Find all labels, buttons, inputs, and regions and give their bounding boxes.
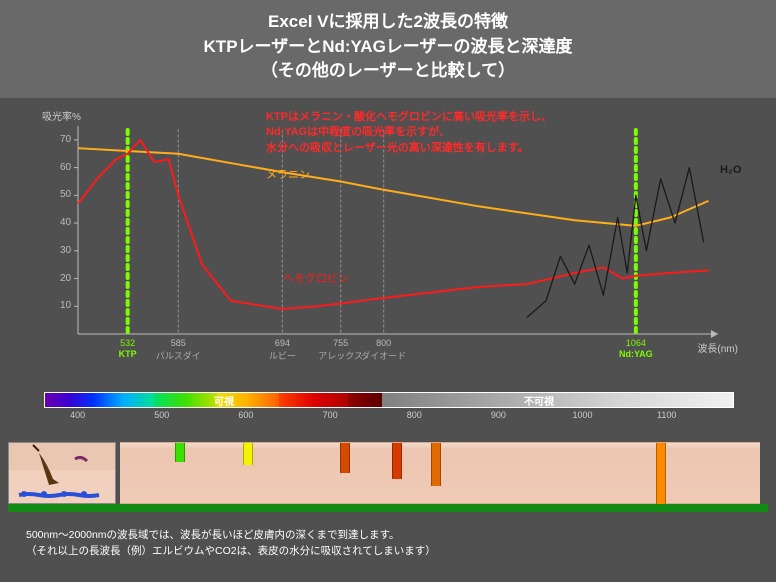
series-label-hemoglobin: ヘモグロビン [283,270,349,286]
x-axis-title: 波長(nm) [697,340,738,355]
y-tick: 50 [60,189,71,200]
depth-bar [392,443,402,479]
title-line-1: Excel Vに採用した2波長の特徴 [0,10,776,35]
series-label-melanin: メラニン [266,166,310,182]
chart-annotation: KTPはメラニン・酸化ヘモグロビンに高い吸光率を示し、 Nd:YAGは中程度の吸… [266,110,552,156]
title-line-2: KTPレーザーとNd:YAGレーザーの波長と深達度 [0,35,776,60]
footer-text: 500nm〜2000nmの波長域では、波長が長いほど皮膚内の深くまで到達します。… [26,528,436,560]
x-tick: 755 [333,338,348,348]
visible-label: 可視 [214,393,234,408]
spectrum-segment [93,393,155,407]
x-tick: 800 [376,338,391,348]
y-tick: 40 [60,217,71,228]
x-tick: 532 [120,338,135,348]
skin-cross-section-icon [8,442,116,504]
title-line-3: （その他のレーザーと比較して） [0,59,776,84]
spectrum-tick: 1100 [657,410,676,420]
annot-line-3: 水分への吸収とレーザー光の高い深達性を有します。 [266,141,552,156]
depth-bar [431,443,441,486]
annot-line-1: KTPはメラニン・酸化ヘモグロビンに高い吸光率を示し、 [266,110,552,125]
series-label-water: H₂O [720,164,741,176]
x-tick-sublabel: ダイオード [361,349,406,362]
spectrum-tick: 700 [323,410,338,420]
x-tick-sublabel: パルスダイ [156,349,201,362]
absorption-chart: 吸光率% 波長(nm) KTPはメラニン・酸化ヘモグロビンに高い吸光率を示し、 … [38,108,738,358]
annot-line-2: Nd:YAGは中程度の吸光率を示すが、 [266,125,552,140]
y-tick: 20 [60,273,71,284]
invisible-label: 不可視 [524,393,554,408]
y-tick: 70 [60,134,71,145]
spectrum-tick: 800 [407,410,422,420]
skin-depth-diagram [8,436,768,514]
depth-bar [340,443,350,473]
spectrum-segment [348,393,382,407]
spectrum-segment [155,393,217,407]
footer-line-2: （それ以上の長波長（例）エルビウムやCO2は、表皮の水分に吸収されてしまいます） [26,544,436,560]
y-axis-title: 吸光率% [42,108,81,123]
depth-bar [175,443,185,462]
y-tick: 30 [60,245,71,256]
spectrum-bar [44,392,734,408]
x-tick-sublabel: アレックス [318,349,363,362]
depth-bar [243,443,253,465]
footer-line-1: 500nm〜2000nmの波長域では、波長が長いほど皮膚内の深くまで到達します。 [26,528,436,544]
x-tick: 585 [171,338,186,348]
x-tick: 1064 [626,338,646,348]
spectrum-tick: 500 [154,410,169,420]
x-tick: 694 [275,338,290,348]
x-tick-sublabel: Nd:YAG [619,349,653,359]
spectrum-tick: 1000 [573,410,593,420]
spectrum-tick: 600 [238,410,253,420]
spectrum-tick: 400 [70,410,85,420]
spectrum-segment [279,393,348,407]
spectrum-tick: 900 [491,410,506,420]
spectrum-segment [45,393,93,407]
depth-bar [656,443,666,504]
y-tick: 10 [60,300,71,311]
spectrum-segment [382,393,733,407]
x-tick-sublabel: ルビー [269,349,296,362]
ground-bar [8,504,768,512]
y-tick: 60 [60,162,71,173]
skin-depth-panel [120,442,760,504]
x-tick-sublabel: KTP [119,349,137,359]
title-panel: Excel Vに採用した2波長の特徴 KTPレーザーとNd:YAGレーザーの波長… [0,0,776,98]
wavelength-spectrum: 可視 不可視 400 500 600 700 800 900 1000 1100 [44,392,734,426]
